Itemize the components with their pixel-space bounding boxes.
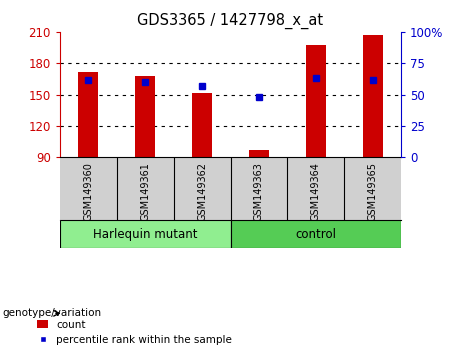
Title: GDS3365 / 1427798_x_at: GDS3365 / 1427798_x_at — [137, 13, 324, 29]
Text: genotype/variation: genotype/variation — [2, 308, 101, 318]
Text: GSM149364: GSM149364 — [311, 162, 321, 221]
Text: GSM149363: GSM149363 — [254, 162, 264, 221]
Bar — [192, 93, 212, 158]
Bar — [249, 150, 269, 158]
Text: GSM149361: GSM149361 — [140, 162, 150, 221]
Text: GSM149362: GSM149362 — [197, 162, 207, 221]
Bar — [363, 35, 383, 158]
Legend: count, percentile rank within the sample: count, percentile rank within the sample — [37, 320, 232, 345]
Text: GSM149365: GSM149365 — [367, 162, 378, 221]
Text: control: control — [296, 228, 336, 241]
FancyBboxPatch shape — [60, 220, 230, 248]
Bar — [78, 72, 98, 158]
FancyBboxPatch shape — [230, 220, 401, 248]
Text: GSM149360: GSM149360 — [83, 162, 94, 221]
Text: Harlequin mutant: Harlequin mutant — [93, 228, 197, 241]
Bar — [306, 45, 326, 158]
Bar — [135, 76, 155, 158]
